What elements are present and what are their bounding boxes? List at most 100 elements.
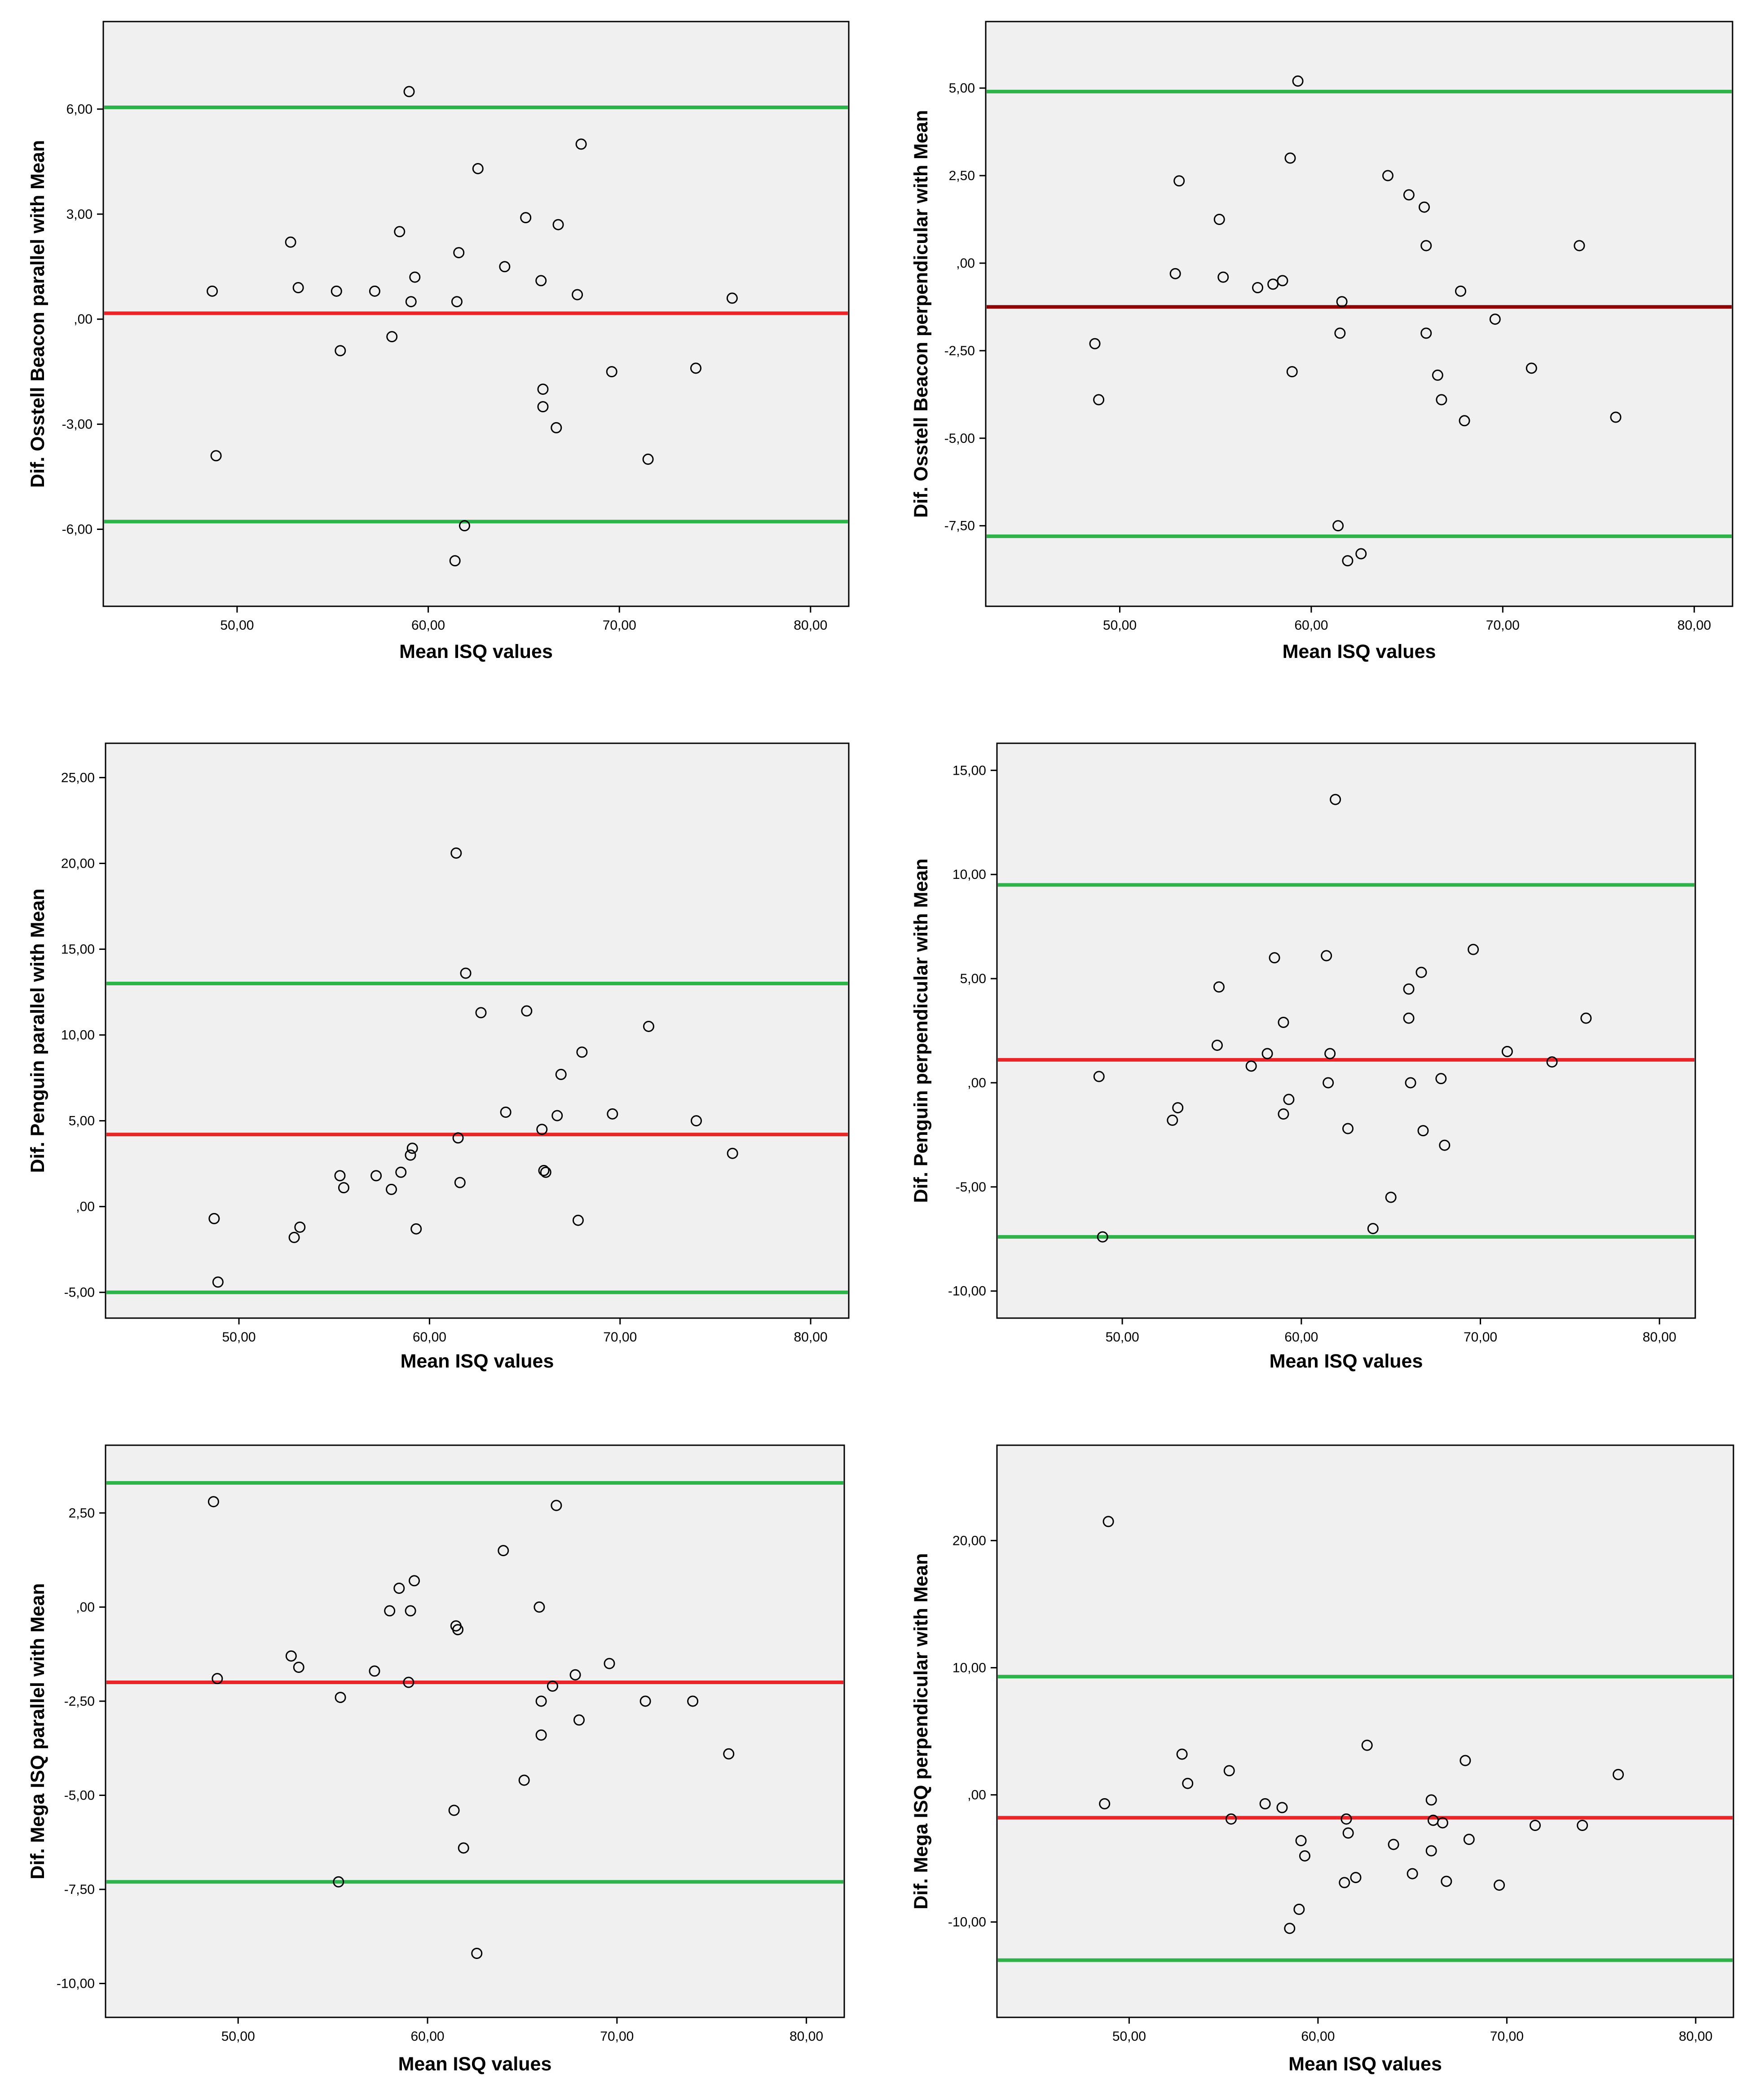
data-point [498, 1545, 509, 1557]
data-point [1407, 1868, 1418, 1879]
y-tick-label: ,00 [956, 256, 975, 271]
x-axis-title: Mean ISQ values [398, 2053, 552, 2075]
data-point [293, 1662, 304, 1673]
y-axis-title: Dif. Osstell Beacon parallel with Mean [27, 140, 49, 488]
data-point [723, 1748, 735, 1760]
data-point [1089, 338, 1101, 349]
x-tick-label: 70,00 [600, 2029, 634, 2044]
y-tick-label: -6,00 [62, 522, 93, 537]
data-point [1459, 415, 1470, 427]
data-point [1332, 520, 1344, 532]
data-point [1425, 1794, 1437, 1806]
data-point [1217, 271, 1229, 283]
data-point [288, 1231, 300, 1243]
data-point [212, 1276, 224, 1288]
x-tick-label: 50,00 [221, 2029, 255, 2044]
x-tick-label: 80,00 [789, 2029, 823, 2044]
data-point [459, 520, 470, 532]
data-point [292, 282, 304, 294]
data-point [207, 1496, 219, 1508]
data-point [1610, 411, 1622, 423]
data-point [690, 362, 701, 374]
data-point [551, 1110, 563, 1121]
data-point [500, 1106, 512, 1118]
data-point [1267, 278, 1279, 290]
data-point [551, 1500, 562, 1511]
y-tick-label: -7,50 [64, 1882, 95, 1897]
data-point [1350, 1872, 1362, 1884]
data-point [1403, 1012, 1415, 1024]
panel-mega-isq-parallel: 50,00 60,00 70,00 80,00 2,50 ,00 -2,50 -5,00 -7,… [27, 1444, 845, 2075]
y-tick-label: -2,50 [64, 1694, 95, 1709]
data-point [499, 261, 511, 273]
y-tick-label: -10,00 [948, 1915, 986, 1930]
data-point [572, 1214, 584, 1226]
y-tick-label: -10,00 [948, 1284, 986, 1299]
data-point [1213, 981, 1225, 993]
x-tick-label: 70,00 [1490, 2029, 1524, 2044]
data-point [338, 1182, 349, 1194]
data-point [395, 1166, 407, 1178]
data-point [1292, 75, 1304, 87]
data-point [458, 1842, 469, 1854]
x-tick-label: 50,00 [1112, 2029, 1146, 2044]
data-point [1269, 952, 1280, 964]
y-tick-label: -3,00 [62, 417, 93, 432]
data-point [1211, 1039, 1223, 1051]
y-tick-label: 5,00 [960, 971, 986, 986]
x-tick-label: 80,00 [1643, 1330, 1676, 1345]
x-tick-label: 60,00 [1284, 1330, 1318, 1345]
data-point [333, 1876, 344, 1888]
data-point [1299, 1850, 1310, 1862]
data-point [1341, 1813, 1352, 1825]
data-point [1342, 1827, 1354, 1839]
y-axis-title: Dif. Osstell Beacon perpendicular with M… [910, 110, 932, 518]
data-point [642, 454, 654, 465]
data-point [405, 1605, 416, 1617]
data-point [331, 285, 342, 297]
data-point [1213, 213, 1225, 225]
data-point [576, 1046, 588, 1058]
data-point [547, 1680, 558, 1692]
data-point [207, 285, 218, 297]
plot-area [996, 742, 1696, 1319]
plot-area [985, 21, 1733, 607]
data-point [452, 1132, 464, 1144]
data-point [1102, 1516, 1114, 1527]
y-tick-label: 6,00 [66, 102, 93, 117]
y-tick-label: 2,50 [69, 1506, 95, 1521]
data-point [403, 1676, 414, 1688]
data-point [726, 292, 738, 304]
data-point [1172, 1102, 1184, 1114]
x-tick-label: 70,00 [603, 618, 636, 633]
data-point [406, 1143, 418, 1154]
x-tick-label: 80,00 [794, 1330, 828, 1345]
plot-area [105, 742, 850, 1319]
data-point [1286, 366, 1298, 378]
x-axis-title: Mean ISQ values [1283, 641, 1436, 662]
y-tick-label: -10,00 [57, 1976, 95, 1991]
data-point [552, 219, 564, 230]
data-point [604, 1658, 615, 1669]
data-point [1435, 1073, 1447, 1085]
data-point [1278, 1108, 1289, 1120]
y-tick-label: 5,00 [949, 81, 975, 96]
data-point [538, 1165, 550, 1176]
x-tick-label: 50,00 [1106, 1330, 1139, 1345]
data-point [535, 1695, 547, 1707]
data-point [1425, 1845, 1437, 1857]
data-point [1494, 1879, 1505, 1891]
y-tick-label: 20,00 [61, 856, 95, 871]
data-point [1405, 1077, 1416, 1089]
y-tick-label: 20,00 [952, 1533, 986, 1548]
y-tick-label: -7,50 [944, 519, 975, 534]
x-tick-label: 60,00 [1301, 2029, 1335, 2044]
data-point [403, 86, 415, 97]
data-point [1293, 1903, 1305, 1915]
x-tick-label: 50,00 [220, 618, 254, 633]
y-tick-label: 25,00 [61, 770, 95, 785]
data-point [454, 1177, 466, 1188]
data-point [409, 1575, 420, 1587]
data-point [1093, 394, 1105, 406]
